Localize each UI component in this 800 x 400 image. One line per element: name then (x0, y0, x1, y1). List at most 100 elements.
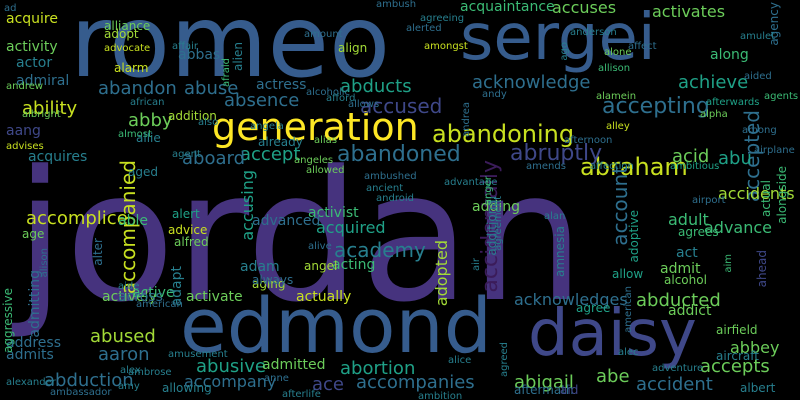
word-actually: actually (296, 289, 352, 305)
word-affair: affair (172, 41, 199, 52)
word-amongst: amongst (424, 41, 468, 52)
word-adventure: adventure (652, 363, 704, 374)
word-allie: allie (136, 131, 161, 145)
word-ambrose: ambrose (128, 367, 172, 378)
word-air: air (471, 258, 482, 272)
word-almost: almost (118, 129, 152, 140)
word-actress: actress (256, 77, 307, 93)
word-ad: ad (4, 3, 17, 14)
word-activist: activist (308, 205, 359, 221)
word-aid: aid (560, 383, 579, 397)
word-andrew: andrew (6, 81, 44, 92)
word-alcohol: alcohol (664, 273, 707, 287)
word-abandoning: abandoning (432, 120, 575, 148)
word-edmond: edmond (180, 281, 492, 370)
word-angel: angel (304, 259, 338, 273)
word-american: american (623, 286, 634, 333)
word-abusive: abusive (196, 356, 266, 377)
word-accomplice: accomplice (26, 208, 128, 229)
word-across: across (118, 289, 163, 305)
word-alcoholic: alcoholic (306, 87, 351, 98)
word-achieve: achieve (678, 72, 749, 93)
word-angeles: angeles (294, 155, 334, 166)
word-activates: activates (652, 2, 726, 21)
word-accompanies: accompanies (356, 372, 475, 393)
word-activity: activity (6, 39, 58, 55)
word-accidents: accidents (718, 184, 795, 203)
word-airport: airport (692, 195, 726, 206)
word-abigail: abigail (514, 372, 574, 393)
word-also: also (198, 117, 219, 128)
word-romeo: romeo (70, 0, 391, 100)
word-abortion: abortion (340, 358, 416, 379)
word-alerted: alerted (406, 23, 442, 34)
word-angela: angela (250, 121, 284, 132)
word-ability: ability (22, 98, 78, 119)
word-agree: agree (576, 301, 611, 315)
word-alley: alley (606, 121, 630, 132)
word-accused: accused (360, 94, 443, 118)
word-agents: agents (764, 91, 799, 102)
word-aaron: aaron (98, 344, 150, 365)
word-andy: andy (482, 89, 507, 100)
word-aim: aim (723, 254, 734, 273)
word-admitted: admitted (262, 357, 326, 373)
word-aircraft: aircraft (716, 349, 759, 363)
word-absence: absence (224, 90, 300, 111)
word-acquaintance: acquaintance (460, 0, 555, 15)
word-aggressive: aggressive (1, 288, 15, 353)
word-abused: abused (90, 326, 156, 347)
word-sergei: sergei (460, 1, 656, 75)
word-acid: acid (672, 146, 710, 167)
word-ago: ago (559, 42, 570, 61)
word-abandoned: abandoned (337, 142, 461, 167)
word-abraham: abraham (580, 153, 688, 181)
word-allow: allow (612, 267, 644, 281)
word-allows: allows (348, 99, 380, 110)
word-abandon: abandon (98, 78, 177, 99)
word-admit: admit (660, 261, 701, 277)
word-alias: alias (314, 135, 338, 146)
word-among: among (742, 125, 777, 136)
word-accepts: accepts (700, 356, 770, 377)
word-agreement: agreement (493, 196, 504, 251)
word-accompany: accompany (184, 372, 277, 391)
word-adopted: adopted (432, 240, 451, 307)
word-acquire: acquire (6, 11, 58, 27)
word-adam: adam (240, 259, 280, 275)
word-anderson: anderson (570, 27, 617, 38)
word-abu: abu (718, 148, 752, 169)
word-ambition: ambition (418, 391, 463, 400)
word-aang: aang (6, 123, 41, 139)
word-alfred: alfred (174, 235, 209, 249)
word-admitting: admitting (27, 270, 43, 338)
word-abduction: abduction (44, 370, 134, 391)
word-adoptive: adoptive (627, 210, 641, 263)
word-agreed: agreed (499, 342, 510, 378)
word-allison: allison (598, 63, 631, 74)
word-alpha: alpha (700, 109, 728, 120)
word-alex: alex (120, 365, 141, 376)
word-anne: anne (264, 373, 289, 384)
word-alarm: alarm (114, 61, 149, 75)
word-always: always (252, 273, 294, 287)
word-albert: albert (740, 381, 776, 395)
word-aging: aging (252, 277, 286, 291)
word-advice: advice (168, 223, 208, 237)
word-acknowledge: acknowledge (472, 72, 591, 93)
word-ambush: ambush (376, 0, 417, 10)
word-abbey: abbey (730, 338, 780, 357)
word-allowed: allowed (306, 165, 345, 176)
word-affection: affection (590, 161, 634, 172)
word-academy: academy (334, 238, 426, 262)
word-accident: accident (636, 374, 713, 395)
word-aide: aide (118, 281, 140, 292)
word-adding: adding (472, 199, 521, 215)
word-andrea: andrea (461, 102, 472, 137)
word-aged: aged (128, 165, 158, 179)
word-affect: affect (628, 41, 657, 52)
word-alter: alter (91, 238, 105, 266)
word-alison: alison (39, 248, 50, 278)
word-amends: amends (526, 161, 566, 172)
